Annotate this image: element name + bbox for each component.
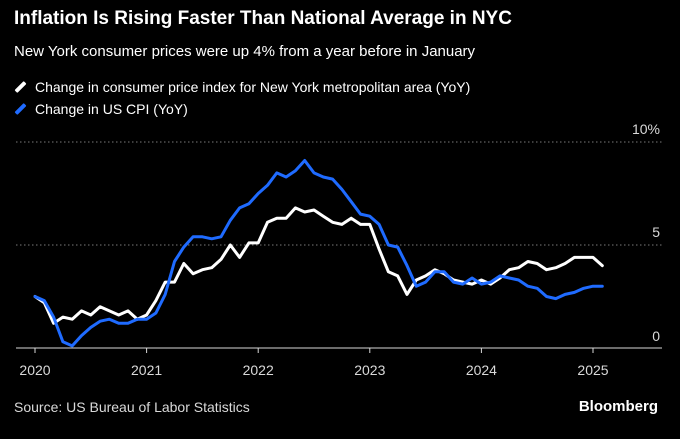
legend-item-us: Change in US CPI (YoY)	[14, 98, 470, 120]
x-tick-label: 2025	[577, 362, 608, 378]
y-tick-label: 0	[652, 328, 660, 344]
chart-title: Inflation Is Rising Faster Than National…	[14, 8, 512, 29]
x-tick-label: 2023	[354, 362, 385, 378]
series-line-nyc	[33, 206, 604, 325]
x-tick-label: 2020	[19, 362, 50, 378]
chart-legend: Change in consumer price index for New Y…	[14, 76, 470, 120]
y-tick-label: 5	[652, 224, 660, 240]
bloomberg-logo: Bloomberg	[578, 398, 658, 415]
legend-item-nyc: Change in consumer price index for New Y…	[14, 76, 470, 98]
x-tick-label: 2021	[131, 362, 162, 378]
legend-label-us: Change in US CPI (YoY)	[35, 101, 188, 117]
chart-subtitle: New York consumer prices were up 4% from…	[14, 43, 476, 60]
source-note: Source: US Bureau of Labor Statistics	[14, 399, 250, 415]
series-line-us	[33, 159, 604, 348]
x-tick-label: 2024	[466, 362, 497, 378]
y-tick-label: 10%	[632, 121, 660, 137]
legend-label-nyc: Change in consumer price index for New Y…	[35, 79, 471, 95]
x-tick-label: 2022	[243, 362, 274, 378]
